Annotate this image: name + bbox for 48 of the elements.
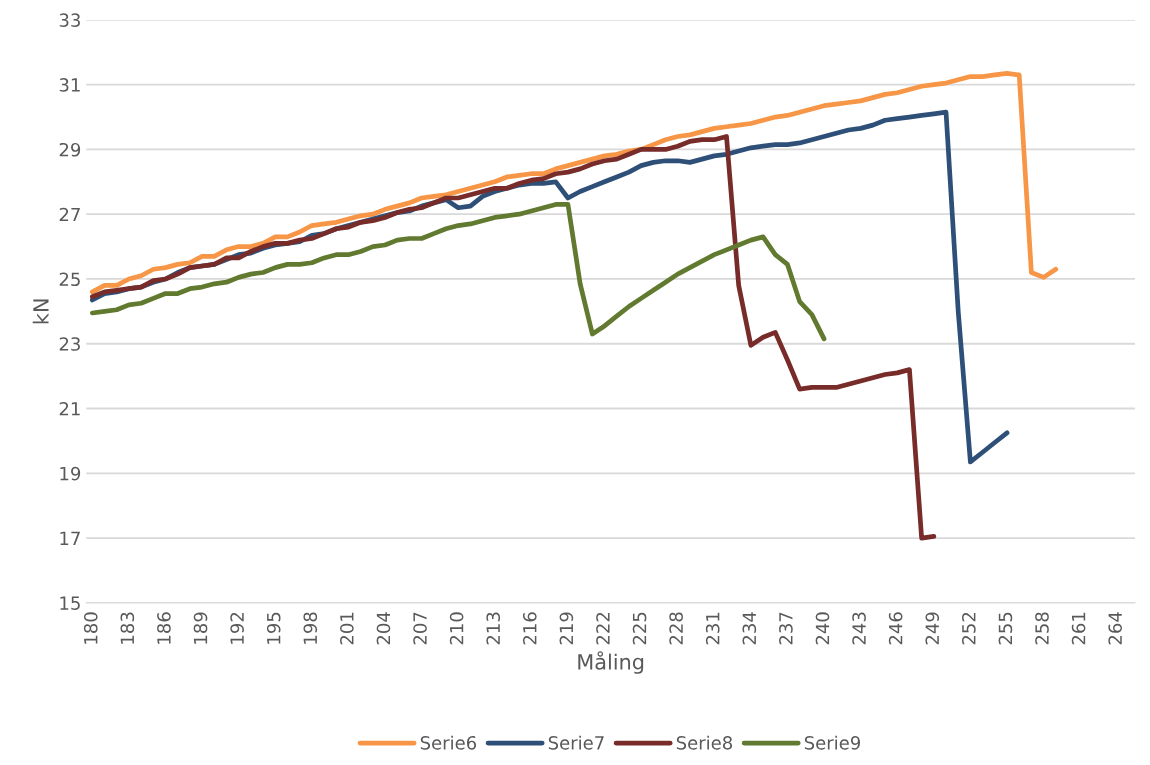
y-tick-label: 27 — [59, 207, 80, 222]
x-tick-label: 225 — [632, 612, 647, 645]
legend-label: Serie8 — [676, 735, 733, 750]
y-tick-label: 23 — [59, 337, 80, 351]
x-tick-label: 189 — [193, 612, 208, 644]
x-tick-label: 249 — [925, 612, 940, 645]
legend-label: Serie9 — [804, 735, 861, 750]
line-series — [89, 70, 1059, 295]
x-tick-label: 237 — [779, 612, 793, 645]
y-tick-label: 17 — [60, 531, 80, 545]
x-tick-label: 264 — [1108, 612, 1122, 645]
y-tick-label: 15 — [60, 596, 80, 610]
y-tick-label: 31 — [59, 78, 80, 92]
x-tick-label: 234 — [742, 612, 757, 645]
x-tick-label: 207 — [413, 612, 427, 645]
x-tick-label: 180 — [83, 612, 98, 644]
y-tick-label: 29 — [59, 142, 81, 157]
x-tick-label: 192 — [230, 612, 244, 644]
x-tick-label: 252 — [961, 612, 976, 645]
x-tick-label: 261 — [1071, 612, 1086, 645]
x-tick-label: 195 — [266, 612, 281, 644]
legend-label: Serie7 — [548, 735, 604, 750]
x-tick-label: 210 — [449, 612, 464, 645]
legend-label: Serie6 — [420, 735, 477, 750]
x-tick-label: 183 — [120, 612, 135, 644]
line-series — [89, 202, 827, 342]
x-tick-label: 222 — [596, 612, 610, 645]
x-tick-label: 219 — [559, 612, 574, 645]
y-tick-label: 33 — [59, 13, 80, 28]
line-series — [89, 134, 937, 541]
x-tick-label: 228 — [669, 612, 683, 645]
x-tick-label: 201 — [340, 612, 354, 645]
x-tick-label: 258 — [1035, 612, 1049, 645]
x-tick-label: 243 — [852, 612, 866, 645]
x-tick-label: 216 — [522, 612, 537, 645]
x-tick-label: 231 — [705, 612, 720, 645]
x-tick-label: 240 — [815, 612, 830, 645]
x-axis-title: Måling — [578, 651, 644, 674]
y-tick-label: 25 — [59, 272, 80, 287]
x-tick-label: 255 — [998, 612, 1013, 645]
x-tick-label: 186 — [157, 612, 171, 644]
x-tick-label: 213 — [486, 612, 501, 645]
y-tick-label: 21 — [59, 401, 80, 416]
x-tick-label: 198 — [303, 612, 318, 644]
x-tick-label: 204 — [376, 612, 391, 645]
x-tick-label: 246 — [888, 612, 903, 645]
y-tick-label: 19 — [60, 466, 81, 481]
y-axis-title: kN — [32, 299, 49, 324]
